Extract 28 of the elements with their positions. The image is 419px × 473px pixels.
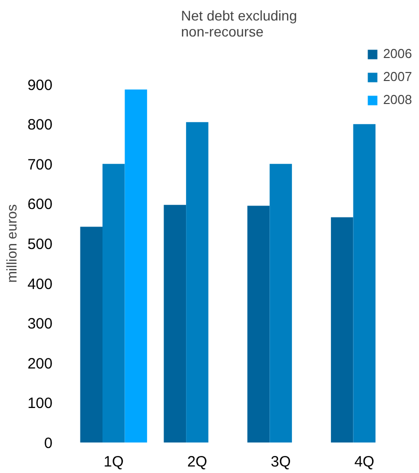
y-tick-label: 0 — [44, 435, 52, 452]
y-tick-label: 200 — [27, 355, 53, 372]
y-tick-label: 300 — [27, 316, 53, 333]
y-tick-label: 100 — [27, 395, 53, 412]
bar — [164, 204, 186, 442]
bar — [353, 124, 376, 442]
y-tick-label: 500 — [27, 236, 53, 253]
bar — [80, 226, 102, 442]
chart-title: Net debt excluding non-recourse — [181, 8, 297, 40]
y-tick-label: 600 — [27, 196, 53, 214]
bar — [270, 164, 292, 442]
y-tick-label: 400 — [27, 276, 53, 293]
x-tick-label: 1Q — [104, 454, 124, 470]
x-tick-label: 2Q — [187, 454, 208, 470]
legend-label: 2007 — [383, 69, 412, 84]
y-tick-label: 700 — [27, 156, 53, 174]
legend-label: 2006 — [383, 46, 412, 61]
y-tick-label: 800 — [27, 116, 53, 134]
x-tick-label: 4Q — [354, 454, 374, 470]
y-axis-title: million euros — [3, 204, 20, 283]
x-tick-label: 3Q — [270, 454, 291, 470]
legend-label: 2008 — [383, 92, 412, 107]
bar — [186, 122, 208, 442]
bar — [247, 206, 270, 442]
bar — [124, 89, 148, 442]
y-tick-label: 900 — [27, 76, 53, 94]
bar — [102, 164, 125, 442]
bar — [330, 217, 354, 442]
